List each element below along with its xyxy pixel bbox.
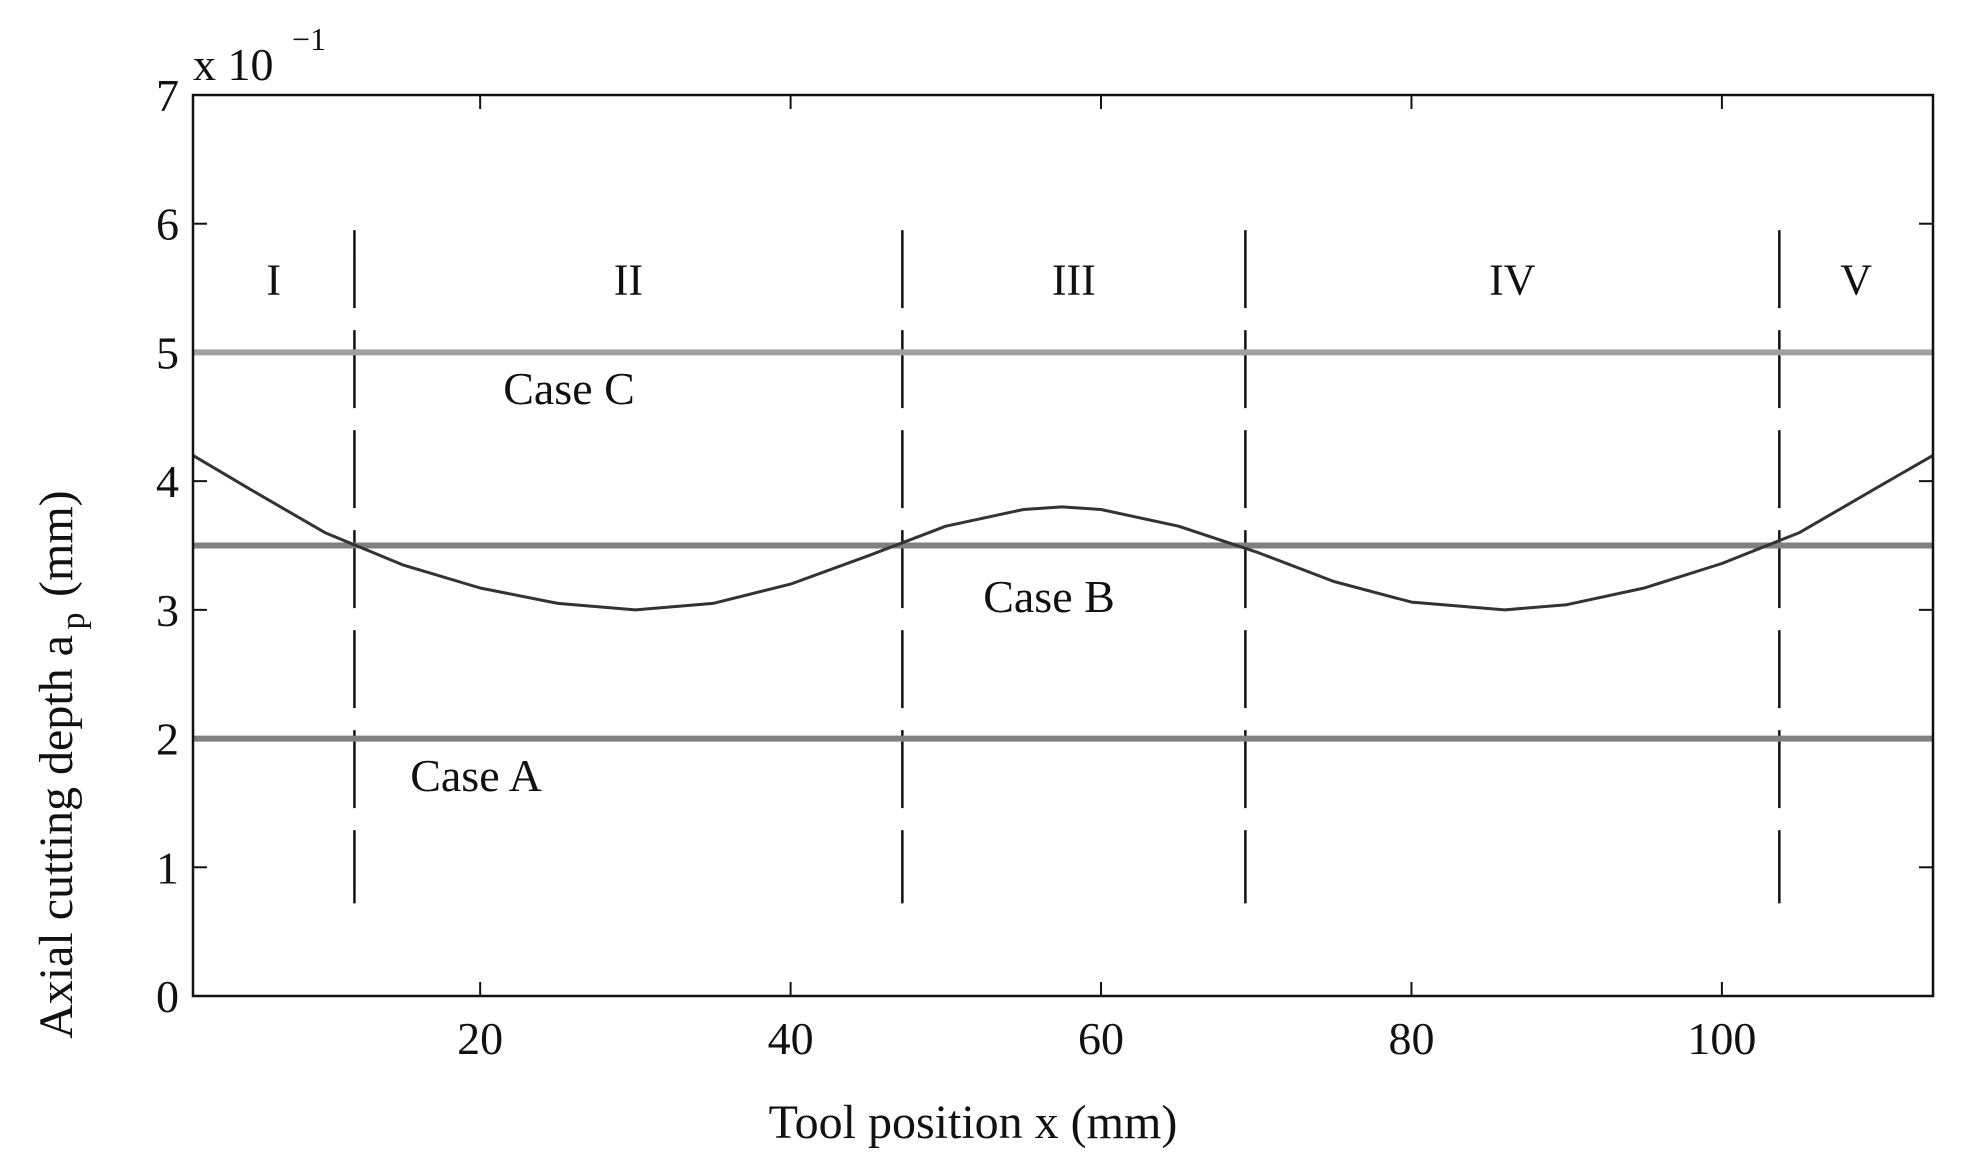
y-label-unit: (mm) xyxy=(30,490,83,597)
multiplier-base: x 10 xyxy=(193,39,274,90)
y-tick-label: 7 xyxy=(156,70,179,121)
region-label: III xyxy=(1052,256,1096,305)
x-tick-label: 80 xyxy=(1388,1013,1434,1064)
y-multiplier: x 10 −1 xyxy=(193,21,326,90)
x-tick-label: 60 xyxy=(1078,1013,1124,1064)
y-tick-label: 1 xyxy=(156,842,179,893)
x-tick-label: 20 xyxy=(457,1013,503,1064)
x-tick-label: 40 xyxy=(768,1013,814,1064)
region-label: IV xyxy=(1489,256,1536,305)
case-label: Case A xyxy=(410,750,542,801)
y-tick-label: 0 xyxy=(156,971,179,1022)
region-label: V xyxy=(1840,256,1872,305)
x-axis-label: Tool position x (mm) xyxy=(769,1096,1178,1149)
case-label: Case C xyxy=(503,363,635,414)
curve xyxy=(192,454,1934,612)
y-tick-label: 4 xyxy=(156,456,179,507)
region-label: I xyxy=(266,256,281,305)
y-tick-label: 6 xyxy=(156,199,179,250)
multiplier-exponent: −1 xyxy=(292,21,326,57)
y-tick-label: 5 xyxy=(156,327,179,378)
y-label-subscript: p xyxy=(55,613,92,630)
x-tick-label: 100 xyxy=(1687,1013,1756,1064)
case-label: Case B xyxy=(983,571,1115,622)
y-tick-label: 2 xyxy=(156,714,179,765)
y-axis-label: Axial cutting depth a p (mm) xyxy=(30,490,92,1039)
y-tick-label: 3 xyxy=(156,585,179,636)
region-label: II xyxy=(614,256,643,305)
plot-frame xyxy=(191,93,1935,998)
y-label-text: Axial cutting depth a xyxy=(30,635,83,1039)
